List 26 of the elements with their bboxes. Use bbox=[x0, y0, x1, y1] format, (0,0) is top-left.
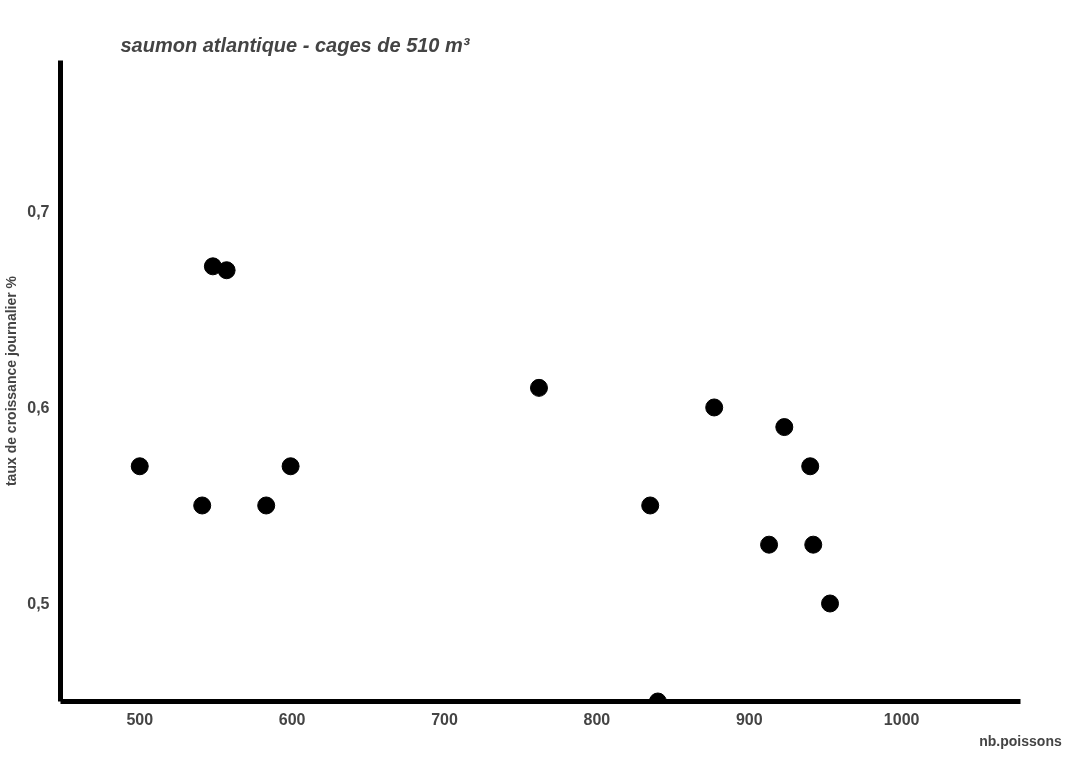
point bbox=[130, 457, 149, 476]
chart-title: saumon atlantique - cages de 510 m³ bbox=[120, 33, 471, 56]
point bbox=[821, 594, 840, 613]
point bbox=[775, 418, 794, 437]
point bbox=[203, 257, 222, 276]
point bbox=[257, 496, 276, 515]
x-axis-title: nb.poissons bbox=[979, 732, 1062, 749]
point bbox=[529, 378, 548, 397]
point bbox=[281, 457, 300, 476]
y-axis-title: taux de croissance journalier % bbox=[3, 275, 20, 487]
x-tick-label: 600 bbox=[278, 710, 306, 728]
y-tick-label: 0,6 bbox=[27, 399, 50, 417]
x-tick-label: 900 bbox=[735, 710, 763, 728]
y-tick-label: 0,5 bbox=[27, 595, 50, 613]
point bbox=[641, 496, 660, 515]
point bbox=[705, 398, 724, 417]
point bbox=[193, 496, 212, 515]
point bbox=[801, 457, 820, 476]
x-tick-label: 1000 bbox=[883, 710, 920, 728]
x-tick-label: 500 bbox=[126, 710, 154, 728]
x-tick-label: 700 bbox=[431, 710, 458, 728]
point bbox=[760, 535, 779, 554]
x-tick-label: 800 bbox=[583, 710, 611, 728]
point bbox=[217, 261, 236, 280]
point bbox=[804, 535, 823, 554]
y-tick-label: 0,7 bbox=[27, 203, 50, 221]
